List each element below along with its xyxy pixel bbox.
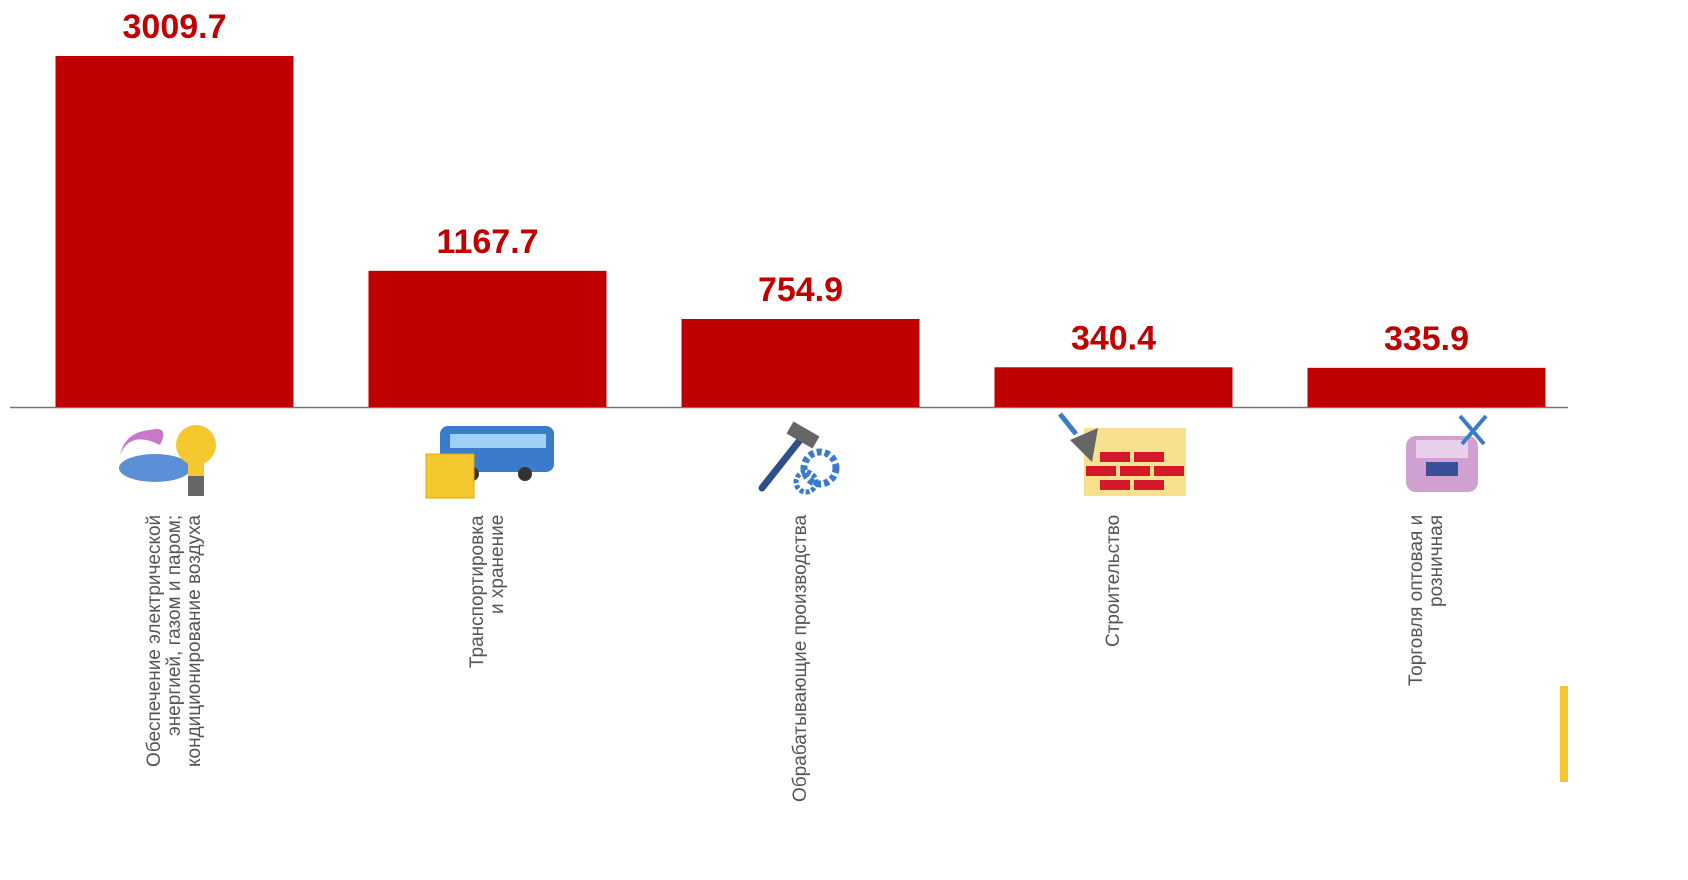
bar: [55, 56, 294, 407]
side-accent: [1560, 686, 1568, 782]
icon-manufacturing: [758, 421, 840, 495]
value-label: 3009.7: [123, 8, 227, 46]
bar: [994, 367, 1233, 407]
bar: [368, 270, 607, 407]
category-label: Обеспечение электрической энергией, газо…: [143, 515, 205, 768]
value-label: 754.9: [758, 271, 843, 309]
category-label: Торговля оптовая и розничная: [1405, 515, 1447, 687]
icon-trade: [1406, 414, 1488, 492]
icon-construction: [1058, 412, 1186, 496]
bar: [1307, 367, 1546, 407]
icon-transport: [425, 426, 554, 499]
bar: [681, 318, 920, 407]
category-label: Обрабатывающие производства: [789, 515, 811, 803]
value-label: 340.4: [1071, 319, 1156, 357]
value-label: 1167.7: [436, 223, 538, 261]
category-label: Строительство: [1102, 515, 1124, 648]
category-label: Транспортировка и хранение: [466, 515, 508, 668]
value-label: 335.9: [1384, 320, 1469, 358]
icon-energy: [119, 425, 216, 496]
